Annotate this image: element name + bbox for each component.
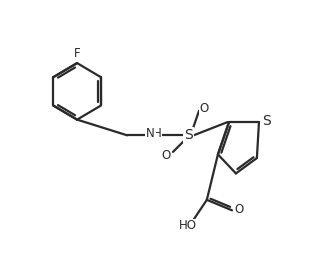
Text: S: S <box>262 113 271 128</box>
Text: F: F <box>74 47 80 60</box>
Text: O: O <box>200 102 209 115</box>
Text: H: H <box>153 127 161 140</box>
Text: N: N <box>146 127 155 140</box>
Text: HO: HO <box>179 219 197 232</box>
Text: S: S <box>185 128 193 142</box>
Text: O: O <box>235 203 244 216</box>
Text: O: O <box>161 149 171 162</box>
